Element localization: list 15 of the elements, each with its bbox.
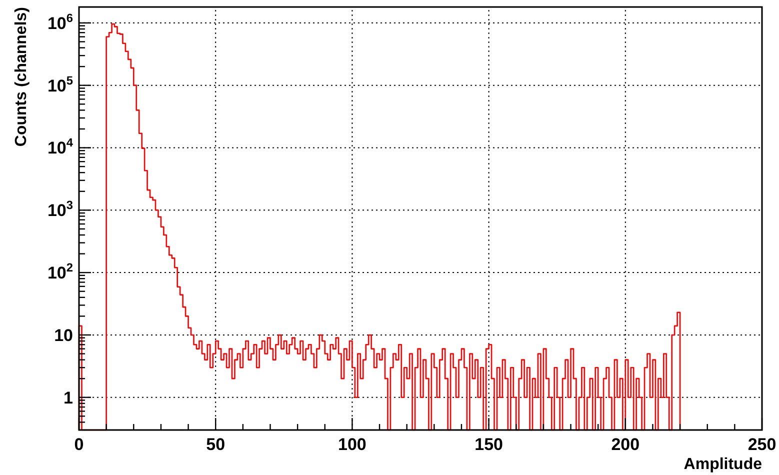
y-tick-label: 10$^{5}$ — [47, 73, 74, 96]
y-tick-label: 1 — [64, 388, 73, 408]
x-axis-title: Amplitude — [684, 456, 762, 473]
x-tick-label: 250 — [748, 435, 776, 454]
x-tick-label: 200 — [611, 435, 640, 454]
y-tick-label: 10$^{6}$ — [47, 10, 74, 33]
y-tick-label: 10 — [54, 326, 73, 345]
x-tick-label: 50 — [206, 435, 226, 454]
y-tick-label: 10$^{3}$ — [47, 198, 74, 220]
y-tick-label: 10$^{2}$ — [47, 260, 74, 283]
x-tick-label: 150 — [474, 435, 503, 454]
x-tick-label: 100 — [338, 435, 366, 454]
x-tick-label: 0 — [74, 435, 84, 454]
y-tick-label: 10$^{4}$ — [47, 136, 74, 158]
y-axis-title: Counts (channels) — [13, 7, 30, 147]
